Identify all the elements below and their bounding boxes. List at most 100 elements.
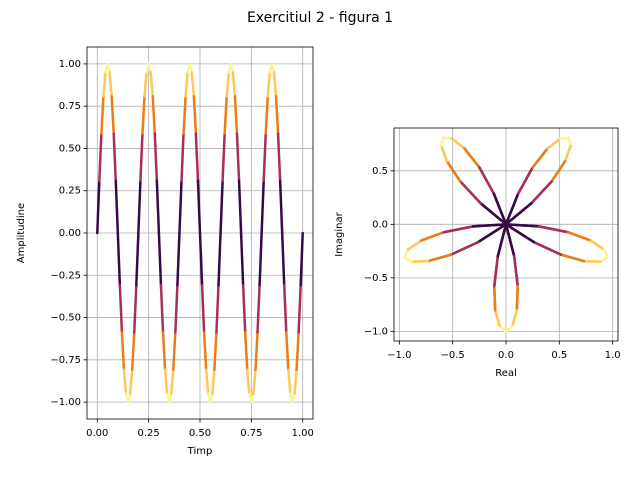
line-segment	[114, 179, 120, 235]
line-segment	[476, 223, 508, 244]
line-segment	[291, 392, 296, 404]
line-segment	[112, 132, 118, 183]
line-segment	[266, 70, 272, 98]
line-segment	[512, 255, 519, 288]
x-tick-label: 1.00	[292, 428, 314, 439]
line-segment	[147, 62, 152, 74]
line-segment	[180, 132, 185, 183]
line-segment	[582, 259, 602, 264]
line-segment	[188, 62, 194, 74]
line-segment	[493, 309, 501, 328]
x-tick-label: 1.0	[605, 350, 621, 361]
line-segment	[219, 179, 224, 235]
line-segment	[493, 284, 497, 312]
line-segment	[252, 368, 257, 396]
line-segment	[559, 136, 570, 140]
y-tick-label: −0.50	[50, 313, 81, 324]
line-segment	[511, 309, 519, 328]
line-segment	[504, 201, 533, 226]
y-axis-label: Amplitudine	[16, 203, 27, 263]
line-segment	[221, 132, 226, 183]
line-segment	[440, 144, 449, 163]
line-segment	[135, 231, 140, 287]
line-segment	[299, 231, 304, 287]
line-segment	[278, 179, 284, 235]
line-segment	[403, 248, 410, 259]
line-segment	[478, 166, 496, 195]
line-segment	[239, 231, 245, 287]
line-segment	[496, 223, 508, 258]
y-tick-label: 0.75	[59, 101, 81, 112]
line-segment	[96, 179, 101, 235]
line-segment	[567, 136, 572, 148]
line-segment	[167, 392, 173, 404]
line-segment	[504, 223, 536, 244]
line-segment	[161, 331, 167, 372]
line-segment	[458, 180, 482, 205]
x-tick-label: 0.50	[189, 428, 211, 439]
line-segment	[159, 283, 165, 334]
axes-frame	[86, 46, 314, 420]
line-segment	[215, 283, 220, 334]
line-segment	[98, 132, 103, 183]
line-segment	[285, 331, 290, 372]
line-segment	[410, 259, 430, 264]
line-segment	[231, 70, 237, 98]
line-segment	[157, 231, 163, 287]
line-segment	[126, 392, 132, 404]
line-segment	[194, 132, 200, 183]
line-segment	[530, 180, 554, 205]
line-segment	[479, 201, 508, 226]
line-segment	[550, 159, 567, 183]
line-segment	[151, 94, 157, 135]
line-segment	[237, 179, 243, 235]
line-segment	[515, 284, 519, 312]
line-segment	[172, 331, 177, 372]
line-segment	[256, 283, 261, 334]
line-segment	[280, 231, 286, 287]
line-segment	[209, 392, 214, 404]
line-segment	[504, 223, 516, 258]
line-segment	[504, 192, 520, 226]
line-segment	[426, 253, 453, 263]
line-segment	[118, 283, 124, 334]
line-segment	[133, 283, 138, 334]
y-tick-label: 0.50	[59, 143, 81, 154]
line-segment	[602, 248, 609, 259]
line-segment	[276, 132, 282, 183]
line-segment	[258, 231, 263, 287]
line-segment	[563, 144, 572, 163]
line-segment	[120, 331, 126, 372]
line-segment	[213, 331, 218, 372]
line-segment	[270, 62, 276, 74]
line-segment	[100, 94, 105, 135]
x-tick-label: 0.5	[551, 350, 567, 361]
line-segment	[516, 166, 534, 195]
x-tick-label: 0.00	[86, 428, 108, 439]
line-segment	[442, 225, 475, 234]
line-segment	[211, 368, 216, 396]
line-segment	[532, 240, 563, 256]
line-segment	[537, 225, 570, 234]
line-segment	[155, 179, 161, 235]
line-segment	[139, 132, 144, 183]
line-segment	[243, 331, 249, 372]
line-segment	[200, 283, 206, 334]
y-tick-label: −0.25	[50, 270, 81, 281]
x-tick-label: 0.25	[138, 428, 160, 439]
y-tick-label: 0.25	[59, 186, 81, 197]
line-segment	[264, 94, 270, 135]
line-segment	[190, 70, 196, 98]
line-segment	[492, 192, 508, 226]
line-segment	[163, 368, 169, 396]
line-segment	[566, 231, 593, 242]
line-segment	[419, 231, 446, 242]
line-segment	[463, 147, 481, 169]
x-axis-label: Real	[495, 368, 517, 379]
line-segment	[202, 331, 208, 372]
line-segment	[254, 331, 259, 372]
line-segment	[498, 324, 508, 333]
line-segment	[192, 94, 198, 135]
line-segment	[106, 62, 111, 74]
line-segment	[559, 253, 586, 263]
